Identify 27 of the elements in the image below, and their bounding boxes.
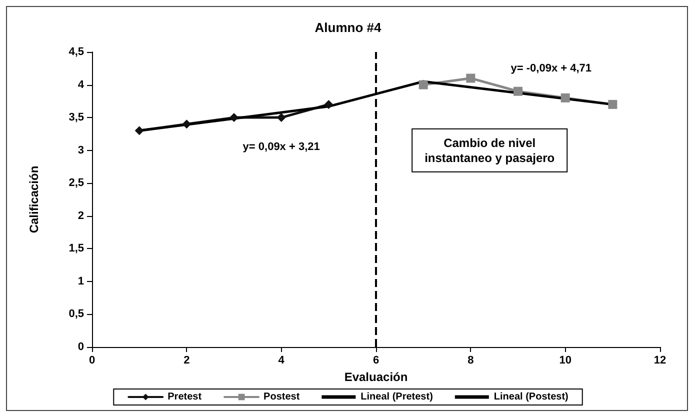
- x-tick-label: 12: [654, 354, 666, 366]
- y-tick-label: 3,5: [68, 112, 84, 124]
- y-tick-label: 4: [78, 78, 85, 91]
- annotation: Cambio de nivel instantaneo y pasajero: [424, 136, 555, 165]
- y-tick-label: 4,5: [68, 46, 84, 58]
- y-tick-label: 1: [78, 275, 84, 288]
- legend-label: Lineal (Postest): [494, 392, 568, 402]
- x-axis-title: Evaluación: [344, 370, 408, 384]
- y-tick-label: 2,5: [68, 177, 84, 190]
- annotation: y= -0,09x + 4,71: [510, 62, 592, 74]
- y-tick-label: 0,5: [68, 308, 84, 320]
- x-tick-label: 2: [184, 354, 190, 366]
- y-tick-label: 2: [78, 210, 84, 222]
- y-tick-label: 3: [78, 144, 84, 156]
- y-tick-label: 0: [78, 341, 84, 353]
- x-tick-label: 10: [559, 354, 572, 366]
- chart-title: Alumno #4: [314, 20, 382, 35]
- legend-label: Postest: [264, 392, 300, 402]
- y-tick-label: 1,5: [68, 242, 84, 255]
- x-tick-label: 0: [88, 354, 96, 366]
- x-tick-label: 6: [372, 354, 380, 366]
- x-tick-label: 4: [278, 354, 286, 366]
- annotation: y= 0,09x + 3,21: [242, 141, 320, 154]
- legend-label: Lineal (Pretest): [360, 392, 433, 402]
- y-axis-title: Calificación: [27, 166, 41, 234]
- x-tick-label: 8: [468, 354, 474, 366]
- legend-label: Pretest: [168, 392, 202, 402]
